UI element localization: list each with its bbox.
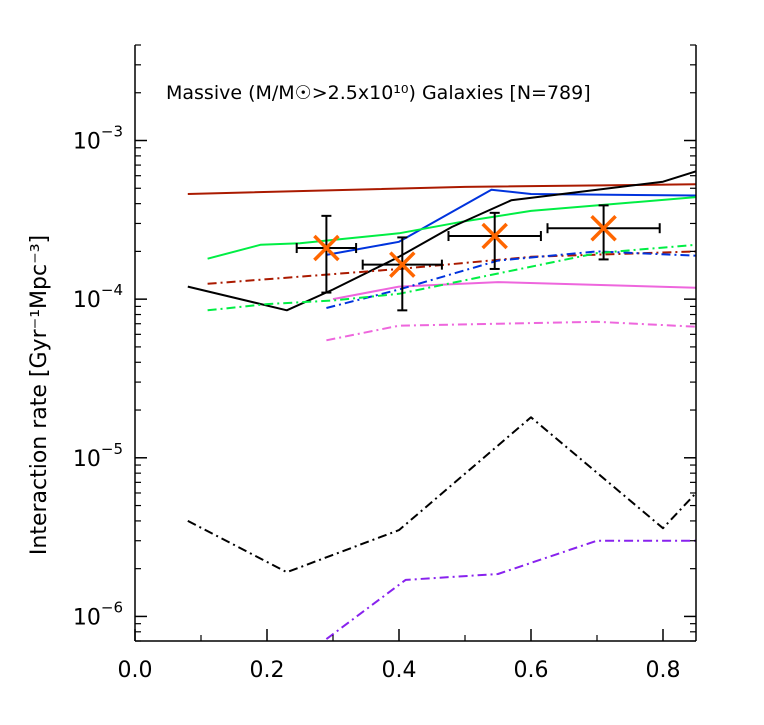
series-line-5 xyxy=(332,281,696,301)
y-tick-label: 10−3 xyxy=(73,123,123,155)
x-tick-label: 0.2 xyxy=(250,658,285,683)
x-tick-label: 0.4 xyxy=(382,658,417,683)
series-line-8 xyxy=(207,243,696,312)
x-tick-label: 0.0 xyxy=(118,658,153,683)
x-marker-stroke-b xyxy=(389,251,416,278)
x-tick-label: 0.8 xyxy=(646,658,681,683)
data-point-3 xyxy=(447,211,542,270)
series-line-11 xyxy=(325,539,696,640)
chart-title: Massive (M/M☉>2.5x10¹⁰) Galaxies [N=789] xyxy=(166,82,591,104)
x-marker-stroke-b xyxy=(481,222,508,250)
y-tick-label: 10−4 xyxy=(73,281,123,313)
tick-labels-layer: 0.0 0.2 0.4 0.6 0.8 10−6 10−5 10−4 10−3 xyxy=(73,123,681,683)
series-line-7 xyxy=(326,250,696,309)
y-tick-label: 10−5 xyxy=(73,440,123,472)
data-points-layer xyxy=(295,204,661,312)
series-line-9 xyxy=(326,320,696,342)
x-marker-stroke-b xyxy=(313,234,340,262)
series-line-10 xyxy=(187,416,696,574)
y-axis-label: Interaction rate [Gyr⁻¹Mpc⁻³] xyxy=(27,235,52,555)
x-tick-label: 0.6 xyxy=(514,658,549,683)
series-line-6 xyxy=(207,250,696,285)
axes-layer xyxy=(134,44,697,642)
series-line-1 xyxy=(187,183,696,195)
x-marker-stroke-b xyxy=(590,214,617,242)
series-line-4 xyxy=(187,170,696,312)
series-line-3 xyxy=(207,196,696,260)
data-point-2 xyxy=(361,236,443,312)
data-point-4 xyxy=(546,204,661,261)
y-tick-label: 10−6 xyxy=(73,598,123,630)
series-layer xyxy=(187,170,696,640)
series-line-2 xyxy=(326,188,696,256)
data-point-1 xyxy=(295,214,358,294)
